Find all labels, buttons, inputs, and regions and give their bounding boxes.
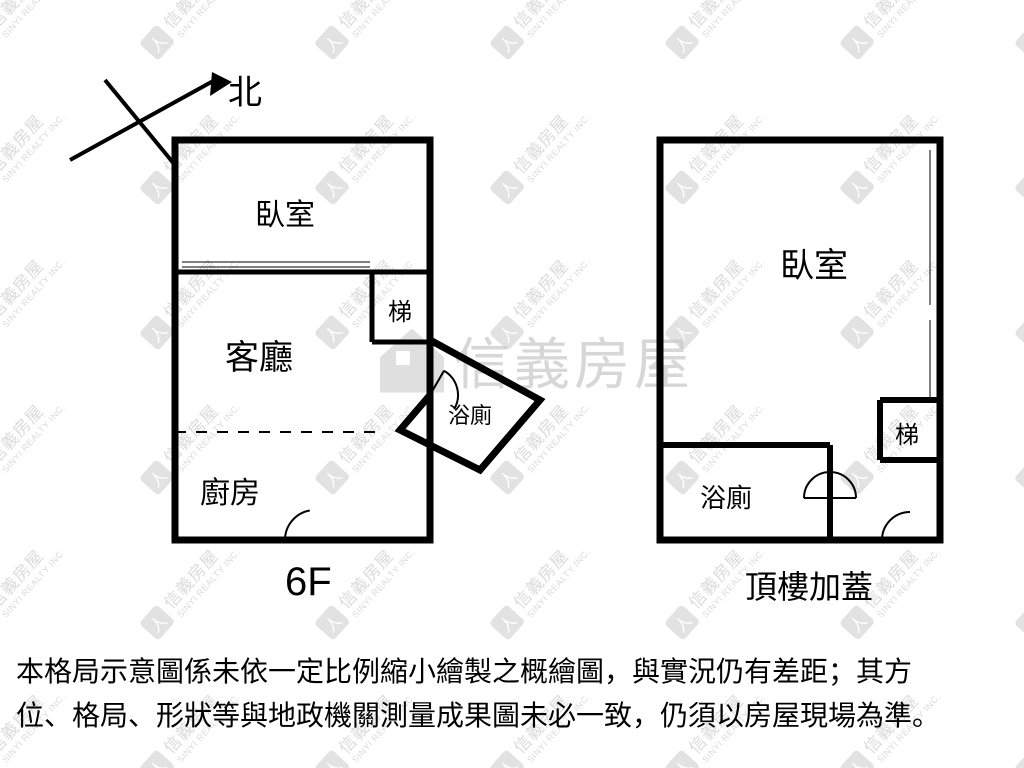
- plan-title-right: 頂樓加蓋: [745, 562, 873, 608]
- room-label-left-4: 廚房: [200, 468, 260, 512]
- floorplan-canvas: 人信義房屋SINYI REALTY INC.人信義房屋SINYI REALTY …: [0, 0, 1024, 768]
- room-label-left-0: 臥室: [255, 190, 315, 234]
- room-label-right-0: 臥室: [780, 238, 848, 287]
- room-label-left-1: 梯: [388, 292, 412, 327]
- room-label-right-2: 浴廁: [700, 478, 752, 515]
- compass-label: 北: [228, 65, 262, 114]
- disclaimer-text: 本格局示意圖係未依一定比例縮小繪製之概繪圖，與實況仍有差距；其方 位、格局、形狀…: [16, 651, 1012, 738]
- room-label-left-3: 浴廁: [448, 398, 492, 430]
- room-label-right-1: 梯: [895, 415, 919, 450]
- plan-title-left: 6F: [285, 560, 332, 605]
- room-label-left-2: 客廳: [225, 330, 293, 379]
